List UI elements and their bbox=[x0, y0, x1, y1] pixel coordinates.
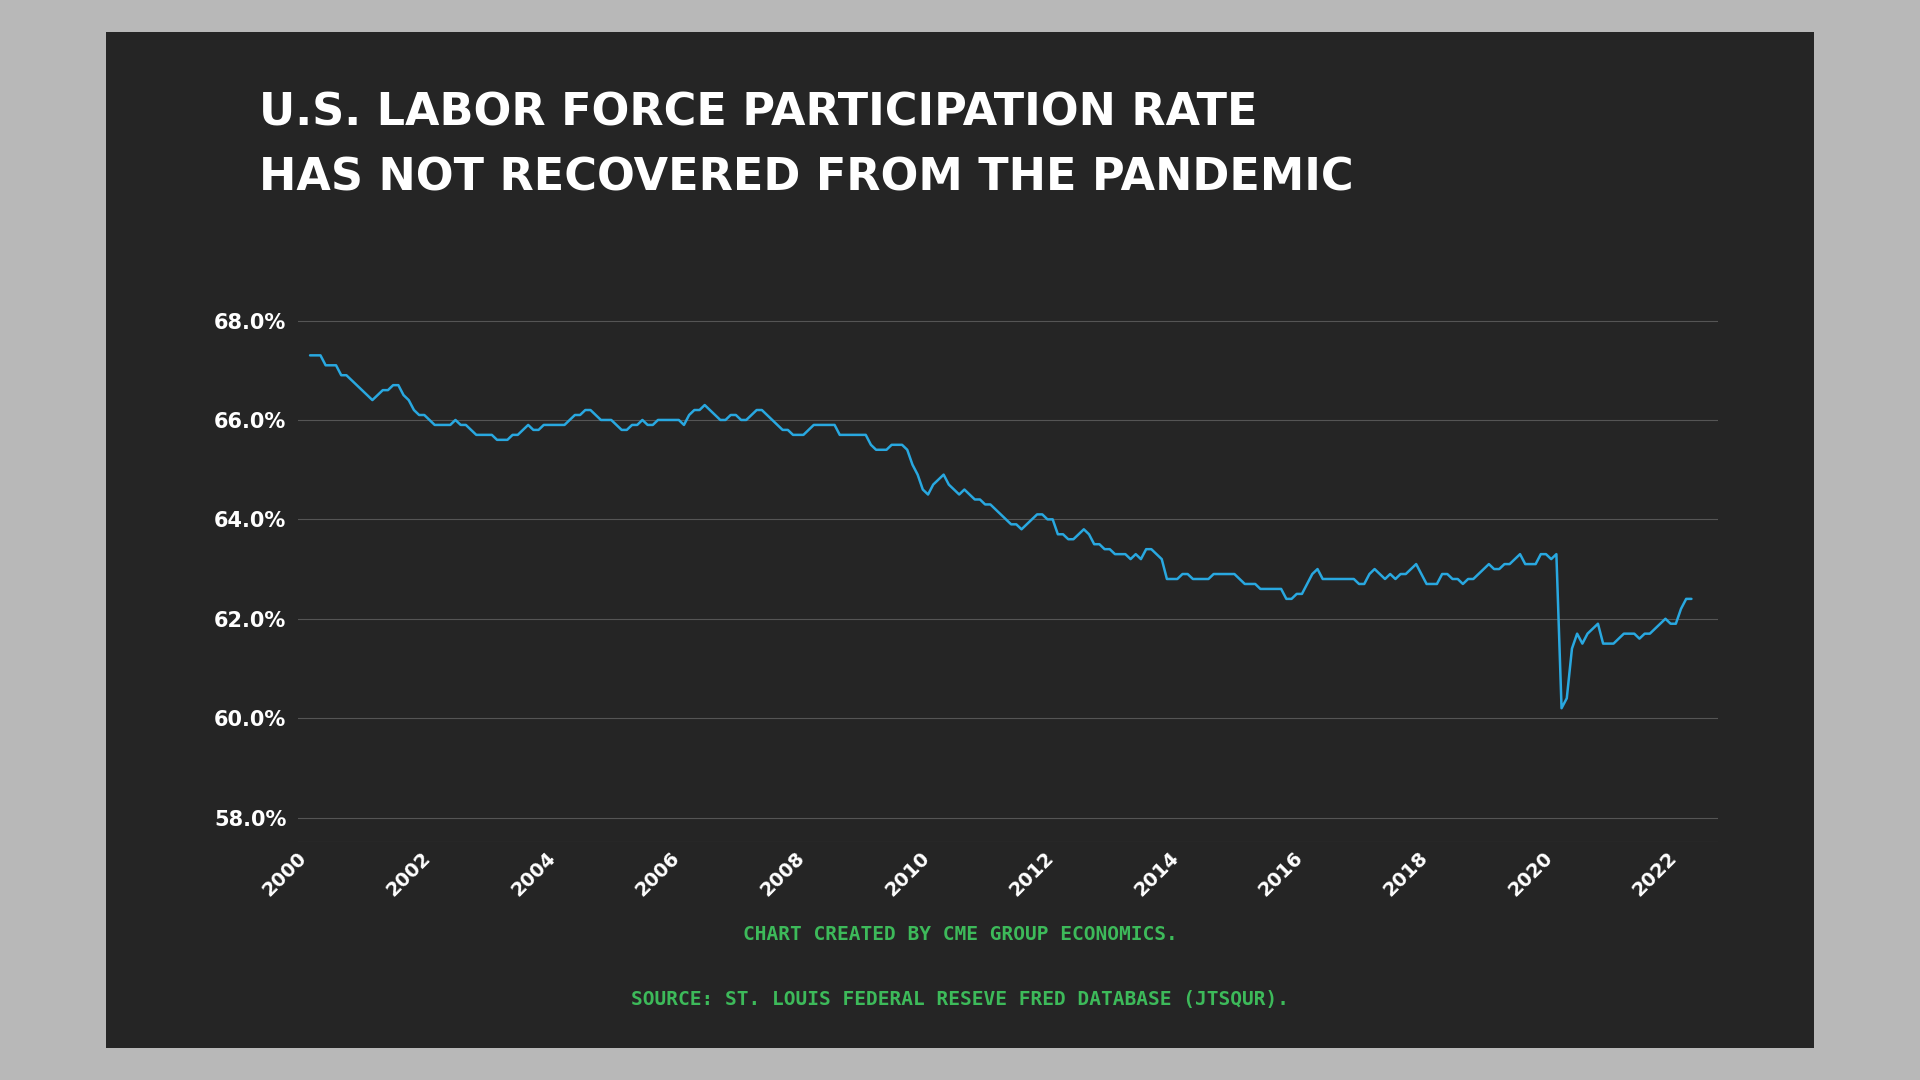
Text: SOURCE: ST. LOUIS FEDERAL RESEVE FRED DATABASE (JTSQUR).: SOURCE: ST. LOUIS FEDERAL RESEVE FRED DA… bbox=[632, 989, 1288, 1009]
Text: HAS NOT RECOVERED FROM THE PANDEMIC: HAS NOT RECOVERED FROM THE PANDEMIC bbox=[259, 157, 1354, 200]
FancyBboxPatch shape bbox=[106, 32, 1814, 1048]
Text: U.S. LABOR FORCE PARTICIPATION RATE: U.S. LABOR FORCE PARTICIPATION RATE bbox=[259, 92, 1258, 135]
Text: CHART CREATED BY CME GROUP ECONOMICS.: CHART CREATED BY CME GROUP ECONOMICS. bbox=[743, 924, 1177, 944]
